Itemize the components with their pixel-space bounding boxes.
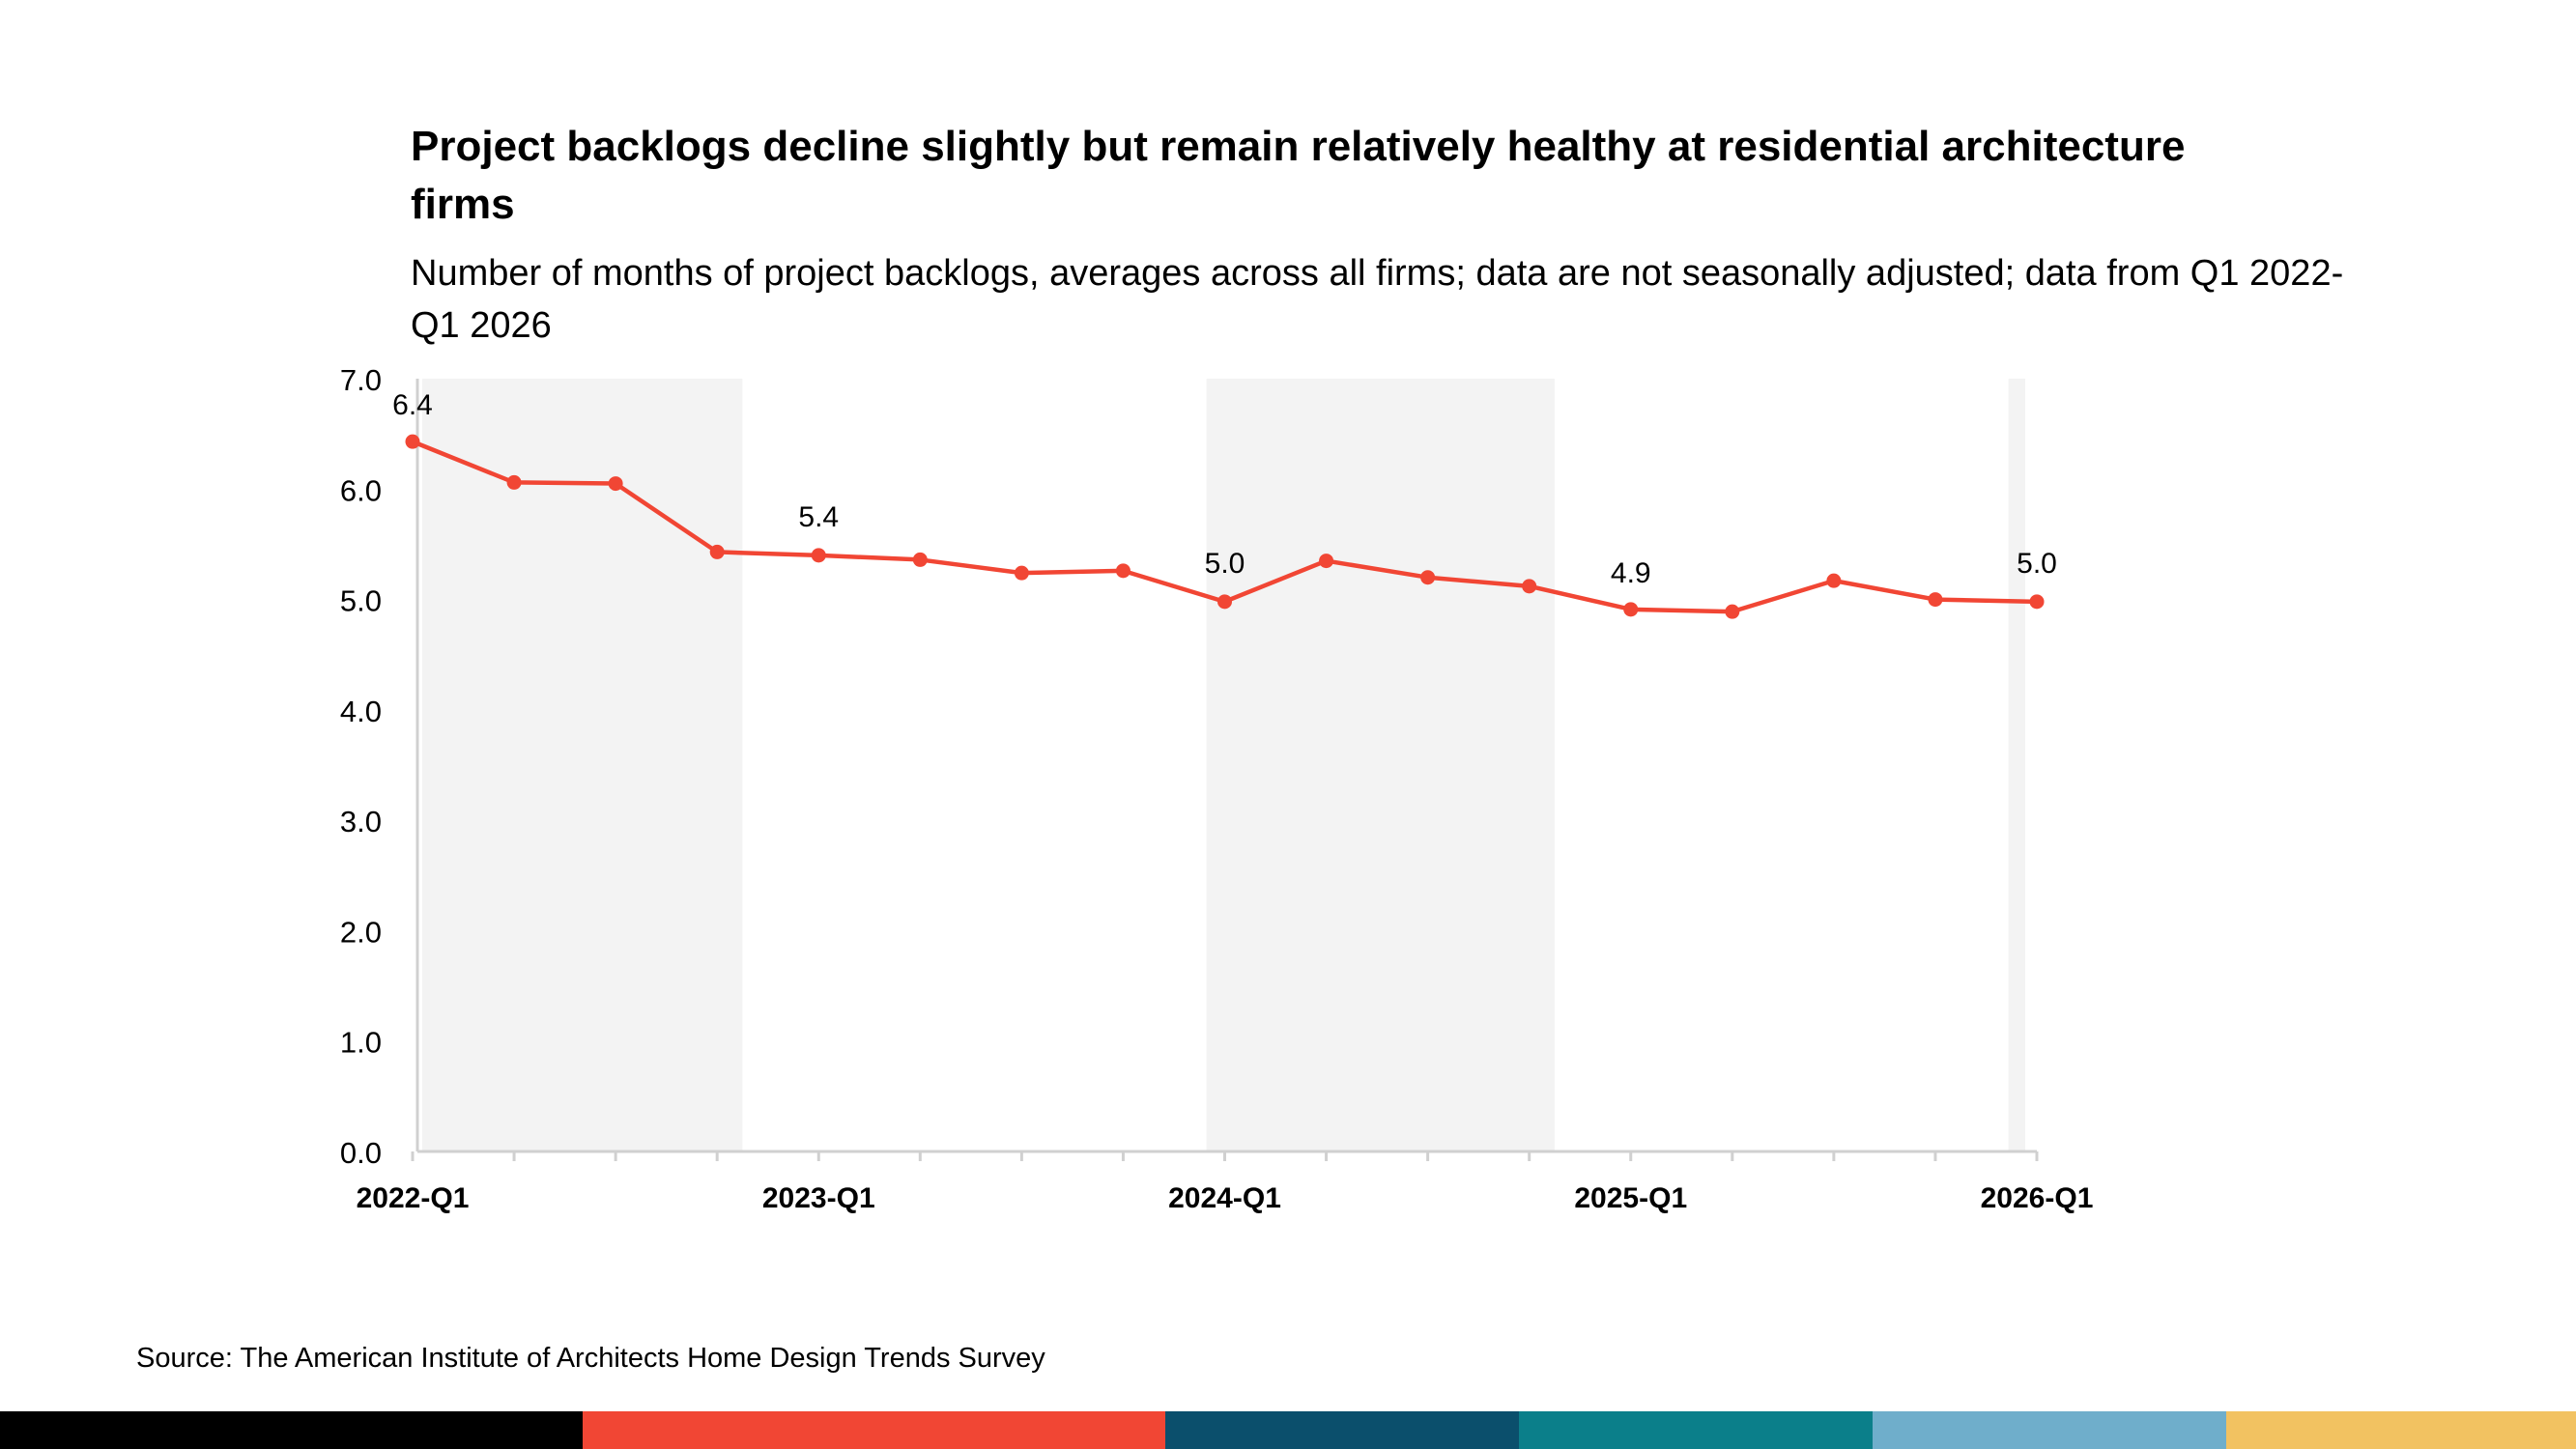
- series-group: [405, 434, 2045, 619]
- footer-segment: [583, 1411, 1165, 1449]
- chart-title: Project backlogs decline slightly but re…: [411, 123, 2186, 228]
- data-point: [1420, 570, 1436, 585]
- y-tick-label: 5.0: [340, 584, 382, 618]
- x-tick-label: 2026-Q1: [1981, 1182, 2094, 1214]
- year-band-2022: [422, 379, 743, 1151]
- y-tick-label: 4.0: [340, 695, 382, 728]
- source-note: Source: The American Institute of Archit…: [136, 1343, 1045, 1374]
- data-point: [709, 544, 725, 559]
- data-point: [912, 552, 928, 567]
- data-label: 4.9: [1611, 557, 1651, 589]
- data-point: [1928, 592, 1943, 608]
- data-point: [1217, 594, 1232, 610]
- axes-group: 0.0 1.0 2.0 3.0 4.0 5.0 6.0 7.0 2022-Q1 2023-Q1 20…: [340, 363, 2093, 1214]
- data-label: 5.0: [2017, 548, 2057, 580]
- footer-color-bar: [0, 1411, 2576, 1449]
- data-point: [1115, 563, 1131, 579]
- data-point: [506, 474, 522, 490]
- y-tick-label: 6.0: [340, 473, 382, 507]
- data-point: [1725, 604, 1740, 619]
- labels-group: 6.4 5.4 5.0 4.9 5.0: [392, 389, 2057, 589]
- data-label: 5.0: [1205, 548, 1245, 580]
- y-tick-label: 3.0: [340, 805, 382, 838]
- year-band-2024: [1206, 379, 1555, 1151]
- footer-segment: [0, 1411, 583, 1449]
- data-point: [811, 548, 826, 563]
- footer-segment: [1165, 1411, 1519, 1449]
- footer-segment: [2226, 1411, 2576, 1449]
- footer-segment: [1519, 1411, 1873, 1449]
- y-tick-label: 0.0: [340, 1136, 382, 1170]
- data-point: [405, 434, 420, 449]
- x-tick-label: 2025-Q1: [1574, 1182, 1687, 1214]
- data-point: [1826, 573, 1842, 588]
- data-point: [2029, 594, 2045, 610]
- data-label: 6.4: [392, 389, 433, 421]
- data-point: [608, 476, 623, 492]
- year-band-2026: [2008, 379, 2025, 1151]
- data-point: [1522, 579, 1537, 594]
- data-point: [1623, 602, 1639, 617]
- x-tick-label: 2022-Q1: [357, 1182, 470, 1214]
- y-tick-label: 1.0: [340, 1026, 382, 1060]
- data-label: 5.4: [798, 501, 839, 533]
- data-point: [1014, 565, 1029, 581]
- x-tick-label: 2023-Q1: [762, 1182, 875, 1214]
- x-tick-label: 2024-Q1: [1168, 1182, 1281, 1214]
- footer-segment: [1873, 1411, 2226, 1449]
- chart-subtitle: Number of months of project backlogs, av…: [411, 253, 2344, 346]
- y-tick-label: 2.0: [340, 915, 382, 949]
- backlog-line-chart: 0.0 1.0 2.0 3.0 4.0 5.0 6.0 7.0 2022-Q1 2023-Q1 20…: [340, 363, 2093, 1214]
- data-point: [1319, 554, 1334, 569]
- year-shading-group: [422, 379, 2025, 1151]
- y-tick-label: 7.0: [340, 363, 382, 397]
